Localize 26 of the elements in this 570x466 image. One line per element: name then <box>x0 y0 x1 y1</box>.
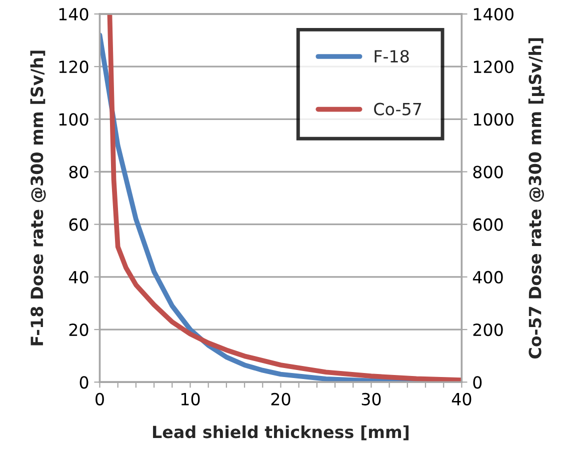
y-tick-label: 60 <box>69 218 88 231</box>
y2-tick-label: 1200 <box>474 60 514 74</box>
y-tick-label: 100 <box>59 113 88 126</box>
y-tick-label: 20 <box>69 323 88 336</box>
y2-axis-title: Co-57 Dose rate @300 mm [µSv/h] <box>528 38 545 358</box>
x-tick-label: 0 <box>96 392 104 406</box>
y2-tick-label: 400 <box>472 270 503 284</box>
x-tick-label: 40 <box>452 392 472 406</box>
y2-tick-label: 200 <box>473 323 503 336</box>
x-tick-label: 20 <box>271 392 290 406</box>
y2-tick-label: 800 <box>473 166 503 178</box>
y2-tick-label: 1400 <box>474 8 514 21</box>
y2-tick-label: 0 <box>473 376 482 389</box>
x-tick-label: 30 <box>362 392 381 406</box>
y-tick-label: 80 <box>69 166 88 178</box>
y2-tick-label: 1000 <box>474 113 514 126</box>
y-tick-label: 40 <box>68 270 88 284</box>
legend-label: F-18 <box>374 50 409 63</box>
x-tick-label: 10 <box>181 392 200 406</box>
y-tick-label: 0 <box>80 376 88 389</box>
x-axis-title: Lead shield thickness [mm] <box>153 425 409 440</box>
legend-label: Co-57 <box>374 102 422 116</box>
y-axis-title: F-18 Dose rate @300 mm [Sv/h] <box>30 50 46 346</box>
y2-tick-label: 600 <box>473 218 503 231</box>
y-tick-label: 140 <box>59 8 88 21</box>
y-tick-label: 120 <box>59 60 88 74</box>
